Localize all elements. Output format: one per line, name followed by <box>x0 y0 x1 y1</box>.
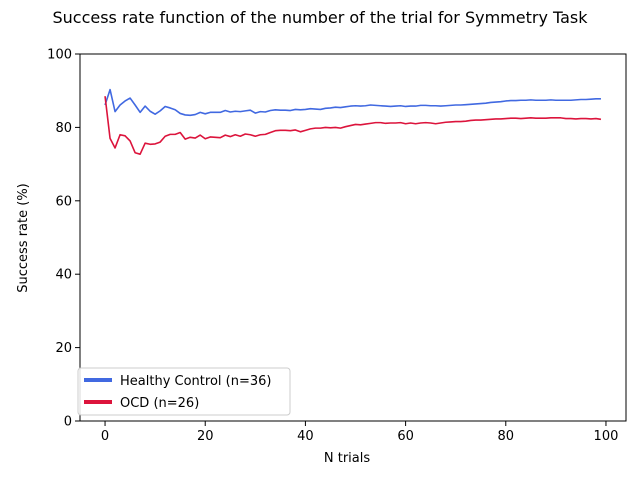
legend: Healthy Control (n=36) OCD (n=26) <box>77 367 291 416</box>
legend-box <box>77 367 291 416</box>
y-axis-label: Success rate (%) <box>16 183 31 293</box>
y-tick-label: 40 <box>55 268 72 283</box>
chart-title: Success rate function of the number of t… <box>52 8 588 27</box>
y-tick-label: 0 <box>64 415 72 430</box>
legend-label-1: Healthy Control (n=36) <box>120 374 271 389</box>
plot-frame <box>79 53 627 422</box>
x-tick-label: 60 <box>397 429 414 444</box>
axis-ticks: 0 20 40 60 80 100 0 20 40 60 80 100 <box>47 48 618 445</box>
x-tick-label: 20 <box>197 429 214 444</box>
series-line-2 <box>104 96 602 155</box>
x-tick-label: 80 <box>498 429 515 444</box>
y-tick-label: 20 <box>55 341 72 356</box>
series-line-1 <box>104 88 601 117</box>
x-tick-label: 100 <box>594 429 619 444</box>
legend-label-2: OCD (n=26) <box>120 396 199 411</box>
plot-area <box>104 88 602 155</box>
y-tick-label: 100 <box>47 48 72 63</box>
y-tick-label: 80 <box>55 121 72 136</box>
y-tick-label: 60 <box>55 194 72 209</box>
x-tick-label: 40 <box>297 429 314 444</box>
x-axis-label: N trials <box>324 451 370 466</box>
x-tick-label: 0 <box>101 429 109 444</box>
